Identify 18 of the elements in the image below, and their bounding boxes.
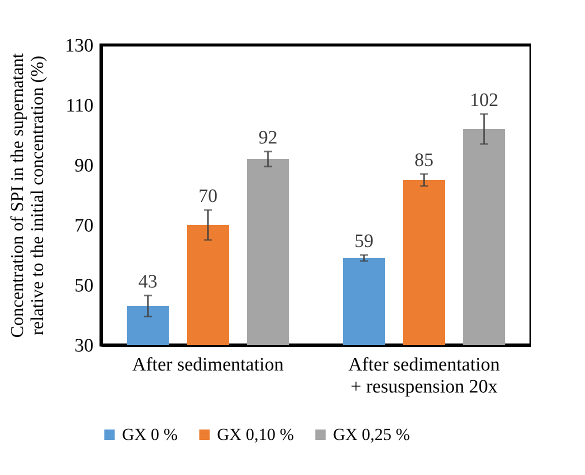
- y-tick-label: 70: [74, 216, 94, 236]
- y-tick-label: 90: [74, 156, 94, 176]
- legend-label: GX 0 %: [122, 424, 178, 444]
- data-label: 102: [470, 90, 498, 111]
- y-tick-label: 50: [74, 276, 94, 296]
- data-label: 43: [138, 272, 158, 292]
- data-label: 92: [258, 128, 278, 148]
- y-axis-title: Concentration of SPI in the supernatant relative to the initial concentration (%): [7, 53, 47, 338]
- y-tick-label: 30: [74, 336, 94, 356]
- y-tick-label: 110: [66, 96, 94, 116]
- x-tick-label: After sedimentation + resuspension 20x: [348, 354, 500, 398]
- legend-label: GX 0,25 %: [333, 424, 410, 444]
- y-tick-label: 130: [65, 36, 94, 56]
- x-tick-label: After sedimentation: [132, 354, 284, 376]
- legend-label: GX 0,10 %: [217, 424, 294, 444]
- data-label: 70: [198, 186, 218, 207]
- data-label: 85: [414, 150, 434, 171]
- data-label: 59: [354, 231, 374, 252]
